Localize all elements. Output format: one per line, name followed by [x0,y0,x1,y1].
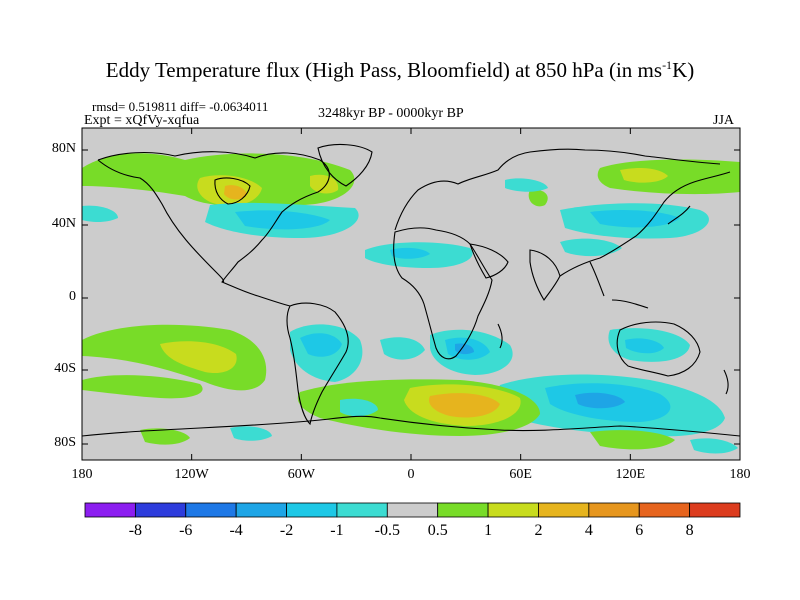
colorbar-label: -2 [279,522,294,539]
colorbar-swatch [386,502,439,518]
contour-australia-sky [625,338,664,354]
coastlines [82,143,740,437]
coast-north-america [97,151,330,307]
coast-arabia [469,243,509,279]
contour-pacific-sky [590,210,680,228]
axis-ticks [81,128,741,460]
contour-antarctic-cyan-west [230,426,272,441]
contour-greenland-small [528,189,548,207]
colorbar-swatch [134,502,187,518]
coast-east-asia [559,171,731,277]
title-unit-superscript: -1 [662,58,673,72]
coast-southeast-asia [589,261,649,309]
coast-hudson-bay [214,177,251,205]
colorbar-label: -8 [128,522,143,539]
y-tick-label: 40N [51,216,76,231]
contour-drake-cyan [340,398,378,417]
colorbar-label: -0.5 [374,522,400,539]
colorbar [84,502,741,518]
coast-india [529,249,561,302]
x-tick-label: 120W [174,467,209,482]
contour-pacific-west-green [597,159,740,195]
colorbar-swatch [487,502,539,518]
contour-mid-south-atlantic [380,337,425,360]
contour-africa-north-sky [390,247,430,259]
contour-antarctic-cyan-east [690,438,738,454]
coast-antarctica [82,415,740,437]
contour-southern-ocean-blue [575,392,625,409]
colorbar-label: 8 [685,522,694,539]
coast-new-zealand [723,369,729,395]
colorbar-label: -4 [229,522,243,539]
y-tick-label: 80N [51,141,76,156]
contour-north-atlantic-small [505,178,548,192]
contour-south-america-sky [300,333,342,357]
contour-pacific-east-cyan [82,205,118,222]
experiment-label: Expt = xQfVy-xqfua [84,113,200,128]
coast-europe [394,148,721,231]
anomaly-contours [82,143,740,454]
coast-north-america-west [97,159,225,283]
contour-south-pacific-yellow [160,341,237,374]
title-unit-tail: K) [672,58,695,82]
contour-south-pacific-lowgreen [82,375,203,399]
colorbar-swatch [538,502,590,518]
colorbar-swatch [588,502,640,518]
colorbar-label: 1 [484,522,493,539]
coast-africa [393,227,493,360]
season-label: JJA [713,113,735,128]
x-tick-label: 60E [509,467,532,482]
colorbar-swatch [185,502,237,518]
colorbar-swatch [689,502,741,518]
contour-hudson-core [224,185,247,200]
colorbar-label: -6 [179,522,193,539]
period-label: 3248kyr BP - 0000kyr BP [318,106,464,121]
contour-asia-mid [560,238,622,257]
coast-japan [667,205,691,225]
contour-atlantic-sky [235,210,330,230]
colorbar-swatch [84,502,136,518]
title-main: Eddy Temperature flux (High Pass, Bloomf… [105,58,663,82]
y-tick-label: 0 [69,289,76,304]
coast-madagascar [497,323,503,349]
x-tick-label: 180 [729,467,751,482]
x-tick-label: 60W [287,467,315,482]
contour-canada-east [310,174,339,194]
y-tick-label: 80S [54,435,76,450]
colorbar-label: 4 [584,522,593,539]
colorbar-label: 2 [534,522,543,539]
colorbar-swatch [235,502,287,518]
x-tick-label: 120E [615,467,646,482]
chart-title: Eddy Temperature flux (High Pass, Bloomf… [0,58,800,83]
stats-text: rmsd= 0.519811 diff= -0.0634011 [92,99,269,114]
x-tick-label: 0 [407,467,415,482]
coast-australia [616,321,701,377]
colorbar-label: 6 [635,522,644,539]
contour-pacific-west-yellow [620,168,668,183]
contour-antarctic-green [590,430,675,450]
colorbar-label: 0.5 [427,522,448,539]
y-tick-label: 40S [54,361,76,376]
coast-south-america [286,302,349,426]
x-tick-label: 180 [71,467,93,482]
contour-south-atlantic-orange [428,393,500,418]
colorbar-swatch [437,502,489,518]
colorbar-label: -1 [330,522,344,539]
colorbar-swatch [286,502,338,518]
colorbar-swatch [638,502,691,518]
contour-antarctic-green-west [140,428,190,445]
colorbar-swatch [336,502,388,518]
coast-greenland [317,143,373,187]
